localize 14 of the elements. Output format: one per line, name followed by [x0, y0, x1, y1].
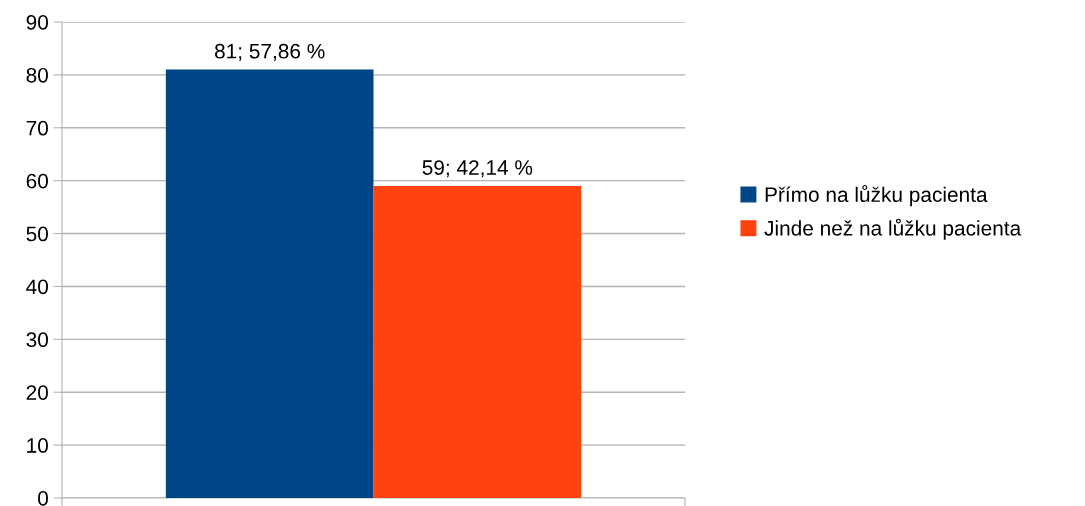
data-label: 81; 57,86 % — [214, 43, 325, 61]
y-tick-label: 0 — [38, 491, 48, 506]
legend-label: Přímo na lůžku pacienta — [765, 185, 988, 207]
y-tick-label: 80 — [26, 67, 48, 83]
y-tick-label: 30 — [26, 332, 48, 348]
y-tick-label: 20 — [26, 385, 48, 400]
y-tick-label: 40 — [26, 279, 48, 295]
y-tick-label: 70 — [26, 120, 48, 136]
y-tick-label: 90 — [26, 15, 48, 30]
legend-label: Jinde než na lůžku pacienta — [764, 218, 1022, 240]
y-tick-label: 60 — [26, 173, 48, 189]
y-tick-label: 10 — [27, 438, 48, 453]
y-tick-label: 50 — [26, 226, 48, 242]
data-label: 59; 42,14 % — [422, 160, 533, 178]
